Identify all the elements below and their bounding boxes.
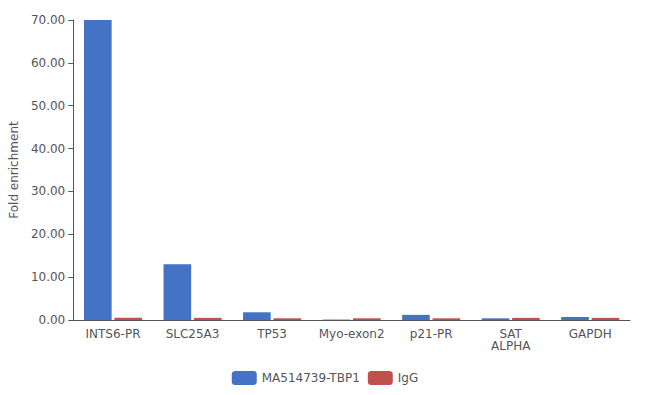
svg-text:TP53: TP53 [256, 327, 287, 341]
svg-text:ALPHA: ALPHA [491, 339, 531, 353]
svg-text:IgG: IgG [398, 371, 418, 385]
svg-text:30.00: 30.00 [31, 184, 65, 198]
svg-text:40.00: 40.00 [31, 142, 65, 156]
svg-text:MA514739-TBP1: MA514739-TBP1 [262, 371, 360, 385]
svg-text:Myo-exon2: Myo-exon2 [319, 327, 385, 341]
svg-text:0.00: 0.00 [39, 313, 66, 327]
svg-text:Fold enrichment: Fold enrichment [7, 121, 21, 219]
svg-text:20.00: 20.00 [31, 227, 65, 241]
svg-text:SLC25A3: SLC25A3 [166, 327, 220, 341]
svg-text:INTS6-PR: INTS6-PR [86, 327, 141, 341]
svg-text:SAT: SAT [499, 327, 522, 341]
svg-text:70.00: 70.00 [31, 13, 65, 27]
svg-text:GAPDH: GAPDH [569, 327, 612, 341]
svg-text:50.00: 50.00 [31, 99, 65, 113]
svg-text:60.00: 60.00 [31, 56, 65, 70]
svg-text:p21-PR: p21-PR [410, 327, 453, 341]
svg-text:10.00: 10.00 [31, 270, 65, 284]
